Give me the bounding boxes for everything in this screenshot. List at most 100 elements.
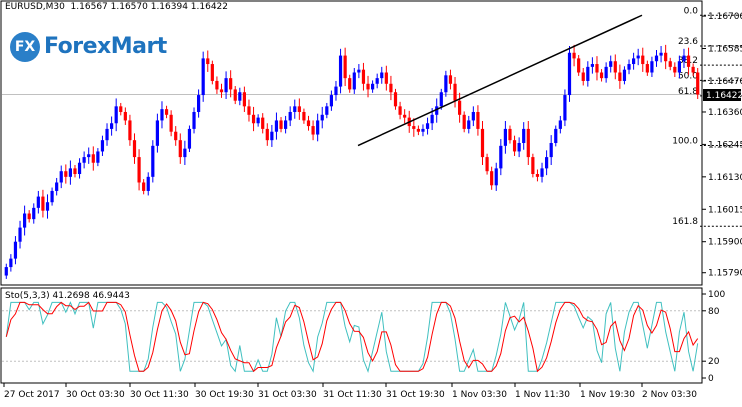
- price-tick-label: 1.16470: [708, 77, 742, 87]
- candle-body: [137, 157, 141, 183]
- candle-body: [119, 106, 123, 112]
- candle-body: [503, 128, 507, 146]
- candle-body: [178, 140, 182, 158]
- fib-level-label: 50.0: [678, 71, 698, 81]
- candle-body: [398, 106, 402, 115]
- candle-body: [577, 58, 581, 73]
- logo-badge-icon: FX: [10, 32, 40, 62]
- candle-body: [293, 106, 297, 112]
- candle-body: [320, 114, 324, 121]
- candle-body: [650, 61, 654, 73]
- candle-body: [554, 128, 558, 143]
- candle-body: [535, 174, 540, 177]
- candle-body: [439, 92, 443, 107]
- candle-body: [691, 66, 695, 73]
- candle-body: [604, 66, 608, 79]
- candle-body: [229, 78, 233, 90]
- candle-body: [462, 114, 466, 129]
- candle-body: [224, 78, 228, 93]
- candle-body: [50, 190, 54, 203]
- forexmart-logo: FX ForexMart: [10, 32, 167, 68]
- time-tick-label: 30 Oct 03:30: [66, 390, 125, 400]
- stoch-tick-label: 0: [708, 374, 714, 384]
- candle-body: [215, 80, 219, 90]
- candle-body: [169, 114, 173, 132]
- candle-body: [453, 83, 457, 101]
- candle-body: [664, 52, 668, 62]
- candle-body: [622, 69, 627, 81]
- price-tick-label: 1.15900: [708, 238, 742, 248]
- candle-body: [201, 58, 205, 96]
- candle-body: [435, 106, 439, 115]
- candle-body: [338, 55, 343, 87]
- candle-body: [146, 176, 150, 191]
- candle-body: [517, 143, 521, 152]
- candle-body: [425, 123, 430, 129]
- time-tick-label: 31 Oct 11:30: [323, 390, 382, 400]
- candle-body: [632, 58, 636, 65]
- candle-body: [352, 72, 356, 90]
- time-tick-label: 1 Nov 11:30: [515, 390, 570, 400]
- candle-body: [45, 202, 50, 211]
- candle-body: [23, 213, 27, 228]
- candle-body: [297, 106, 301, 112]
- candle-body: [357, 69, 361, 73]
- price-tick-label: 1.16700: [708, 12, 742, 22]
- candle-body: [572, 52, 576, 59]
- candle-body: [105, 128, 109, 141]
- candle-body: [187, 128, 192, 149]
- candle-body: [55, 182, 59, 191]
- candle-body: [100, 140, 105, 152]
- candle-body: [448, 75, 453, 84]
- candle-body: [416, 128, 420, 132]
- candle-body: [36, 196, 40, 208]
- candle-body: [403, 114, 407, 118]
- candle-body: [636, 55, 640, 59]
- candle-body: [279, 120, 283, 129]
- candle-body: [522, 128, 526, 143]
- stoch-axis: 100 80 20 0: [702, 290, 725, 384]
- logo-text: ForexMart: [44, 34, 167, 59]
- candle-body: [329, 95, 333, 107]
- fib-trendline: [357, 14, 643, 147]
- current-price-tag: [703, 89, 741, 101]
- candle-body: [197, 95, 201, 112]
- candle-body: [682, 55, 686, 62]
- candle-body: [558, 120, 562, 129]
- candle-body: [458, 100, 462, 115]
- candle-body: [545, 157, 549, 169]
- price-tick-label: 1.15790: [708, 269, 742, 279]
- candle-body: [251, 114, 256, 124]
- candle-body: [467, 120, 471, 129]
- candle-body: [73, 168, 77, 175]
- candle-body: [673, 66, 677, 73]
- candle-body: [393, 92, 398, 107]
- candle-body: [142, 182, 146, 191]
- candle-body: [68, 168, 72, 177]
- candle-body: [155, 120, 159, 146]
- candle-body: [599, 72, 604, 79]
- candle-body: [27, 213, 31, 220]
- candle-body: [627, 64, 631, 70]
- candle-body: [9, 258, 13, 268]
- candle-body: [192, 111, 196, 129]
- time-tick-label: 30 Oct 11:30: [130, 390, 189, 400]
- stochastic-group: [2, 301, 701, 373]
- stoch-tick-label: 100: [708, 290, 725, 300]
- candle-body: [595, 64, 599, 73]
- candle-body: [389, 83, 393, 93]
- candle-body: [654, 55, 659, 62]
- candle-body: [490, 171, 494, 186]
- time-tick-label: 30 Oct 19:30: [195, 390, 254, 400]
- candle-body: [77, 162, 82, 175]
- fib-level-label: 0.0: [684, 6, 699, 16]
- candle-body: [13, 241, 18, 259]
- candle-body: [174, 131, 178, 141]
- stoch-main-line: [5, 301, 699, 373]
- candle-body: [132, 140, 137, 158]
- candle-body: [160, 109, 164, 121]
- candle-body: [261, 117, 265, 129]
- candle-body: [609, 61, 613, 67]
